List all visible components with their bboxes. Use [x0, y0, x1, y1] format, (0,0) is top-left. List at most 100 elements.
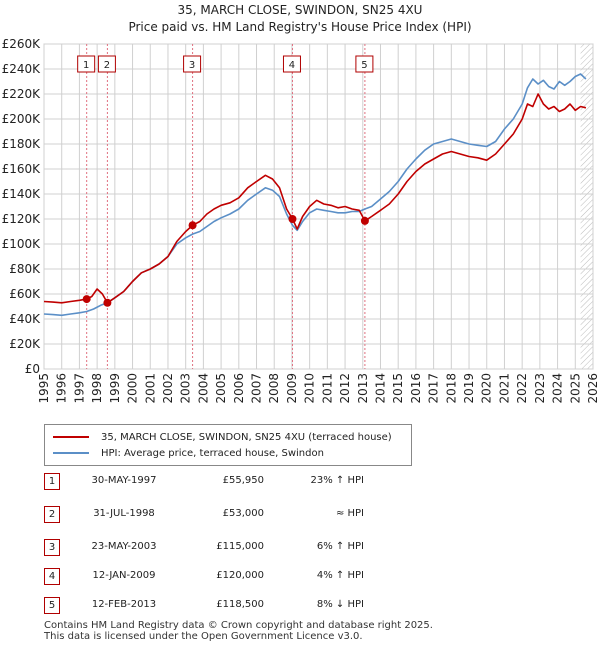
y-tick-label: £100K — [2, 237, 42, 251]
sale-marker-number: 2 — [104, 60, 110, 71]
x-tick-label: 2024 — [551, 373, 565, 404]
transaction-price: £120,000 — [216, 570, 264, 581]
legend-property-swatch — [53, 436, 89, 438]
transaction-date: 12-JAN-2009 — [92, 570, 156, 581]
sale-point — [360, 216, 369, 225]
transaction-date: 31-JUL-1998 — [93, 508, 155, 519]
y-tick-label: £80K — [9, 262, 41, 276]
y-tick-label: £0 — [25, 362, 40, 376]
y-tick-label: £180K — [2, 137, 42, 151]
y-tick-label: £20K — [9, 337, 41, 351]
transaction-price: £55,950 — [222, 475, 264, 486]
transaction-date: 23-MAY-2003 — [91, 541, 157, 552]
sale-point — [103, 298, 112, 307]
x-tick-label: 2020 — [480, 373, 494, 404]
sale-marker-box — [282, 55, 301, 73]
x-tick-label: 2014 — [373, 373, 387, 404]
x-tick-label: 2006 — [232, 373, 246, 404]
chart-title: 35, MARCH CLOSE, SWINDON, SN25 4XU — [177, 3, 423, 17]
transaction-hpi: 8% ↓ HPI — [316, 599, 364, 610]
table-row: 3 23-MAY-2003 £115,000 6% ↑ HPI — [44, 538, 464, 558]
sale-point — [188, 221, 197, 230]
x-tick-label: 2003 — [179, 373, 193, 404]
y-tick-label: £200K — [2, 112, 42, 126]
y-tick-label: £260K — [2, 37, 42, 51]
x-tick-label: 2000 — [126, 373, 140, 404]
x-tick-label: 2023 — [533, 373, 547, 404]
chart-legend: 35, MARCH CLOSE, SWINDON, SN25 4XU (terr… — [44, 424, 412, 466]
x-tick-label: 2026 — [586, 373, 600, 404]
transaction-number: 1 — [44, 473, 60, 490]
property-price-line — [43, 93, 587, 304]
y-tick-label: £60K — [9, 287, 41, 301]
transaction-hpi: ≈ HPI — [335, 508, 364, 519]
transaction-hpi: 6% ↑ HPI — [316, 541, 364, 552]
table-row: 1 30-MAY-1997 £55,950 23% ↑ HPI — [44, 472, 464, 492]
price-chart: £0 £20K £40K £60K £80K £100K £120K £140K £160K £1… — [2, 37, 600, 404]
footer-licence: This data is licensed under the Open Gov… — [44, 631, 363, 642]
x-tick-label: 2007 — [250, 373, 264, 404]
x-tick-label: 2012 — [338, 373, 352, 404]
transaction-number: 5 — [44, 597, 60, 614]
sale-marker-box — [183, 55, 202, 73]
sale-marker-box — [77, 55, 96, 73]
x-tick-label: 2015 — [391, 373, 405, 404]
table-row: 5 12-FEB-2013 £118,500 8% ↓ HPI — [44, 596, 464, 616]
plot-area — [43, 43, 594, 370]
x-tick-label: 2005 — [214, 373, 228, 404]
transaction-number: 2 — [44, 506, 60, 523]
transaction-hpi: 23% ↑ HPI — [310, 475, 364, 486]
y-tick-label: £40K — [9, 312, 41, 326]
legend-entry-property: 35, MARCH CLOSE, SWINDON, SN25 4XU (terr… — [53, 429, 392, 445]
x-tick-label: 2016 — [409, 373, 423, 404]
y-tick-label: £240K — [2, 62, 42, 76]
sale-point — [288, 215, 297, 223]
y-tick-label: £160K — [2, 162, 42, 176]
sale-marker-number: 5 — [361, 60, 367, 71]
sale-marker-number: 1 — [83, 60, 89, 71]
sale-marker-box — [355, 55, 374, 73]
legend-hpi-label: HPI: Average price, terraced house, Swin… — [101, 447, 324, 459]
x-tick-label: 2004 — [196, 373, 210, 404]
x-tick-label: 1999 — [108, 373, 122, 404]
forecast-hatch — [580, 44, 593, 369]
table-row: 4 12-JAN-2009 £120,000 4% ↑ HPI — [44, 567, 464, 587]
y-tick-label: £220K — [2, 87, 42, 101]
y-tick-label: £120K — [2, 212, 42, 226]
x-tick-label: 2019 — [462, 373, 476, 404]
sale-marker-number: 3 — [189, 60, 195, 71]
x-tick-label: 1997 — [72, 373, 86, 404]
x-tick-label: 2025 — [568, 373, 582, 404]
sale-point — [82, 295, 91, 304]
transaction-date: 12-FEB-2013 — [91, 599, 157, 610]
transaction-price: £53,000 — [222, 508, 264, 519]
transaction-hpi: 4% ↑ HPI — [316, 570, 364, 581]
x-tick-label: 2022 — [515, 373, 529, 404]
sale-marker-number: 4 — [289, 60, 295, 71]
transaction-price: £115,000 — [216, 541, 264, 552]
transaction-price: £118,500 — [216, 599, 264, 610]
y-tick-label: £140K — [2, 187, 42, 201]
chart-subtitle: Price paid vs. HM Land Registry's House … — [128, 20, 472, 34]
x-tick-label: 2010 — [303, 373, 317, 404]
transaction-date: 30-MAY-1997 — [91, 475, 157, 486]
legend-property-label: 35, MARCH CLOSE, SWINDON, SN25 4XU (terr… — [101, 431, 392, 443]
x-tick-label: 2002 — [161, 373, 175, 404]
x-tick-label: 1996 — [55, 373, 69, 404]
x-tick-label: 1995 — [37, 373, 51, 404]
footer: Contains HM Land Registry data © Crown c… — [44, 620, 433, 642]
x-tick-label: 2009 — [285, 373, 299, 404]
sale-marker-box — [97, 55, 116, 73]
transaction-number: 4 — [44, 568, 60, 585]
x-tick-label: 2021 — [497, 373, 511, 404]
footer-copyright: Contains HM Land Registry data © Crown c… — [44, 620, 433, 631]
x-tick-label: 2013 — [356, 373, 370, 404]
table-row: 2 31-JUL-1998 £53,000 ≈ HPI — [44, 505, 464, 525]
x-tick-label: 2018 — [444, 373, 458, 404]
x-tick-label: 1998 — [90, 373, 104, 404]
x-tick-label: 2017 — [427, 373, 441, 404]
transaction-number: 3 — [44, 539, 60, 556]
x-tick-label: 2001 — [143, 373, 157, 404]
legend-hpi-swatch — [53, 452, 89, 454]
x-tick-label: 2011 — [320, 373, 334, 404]
